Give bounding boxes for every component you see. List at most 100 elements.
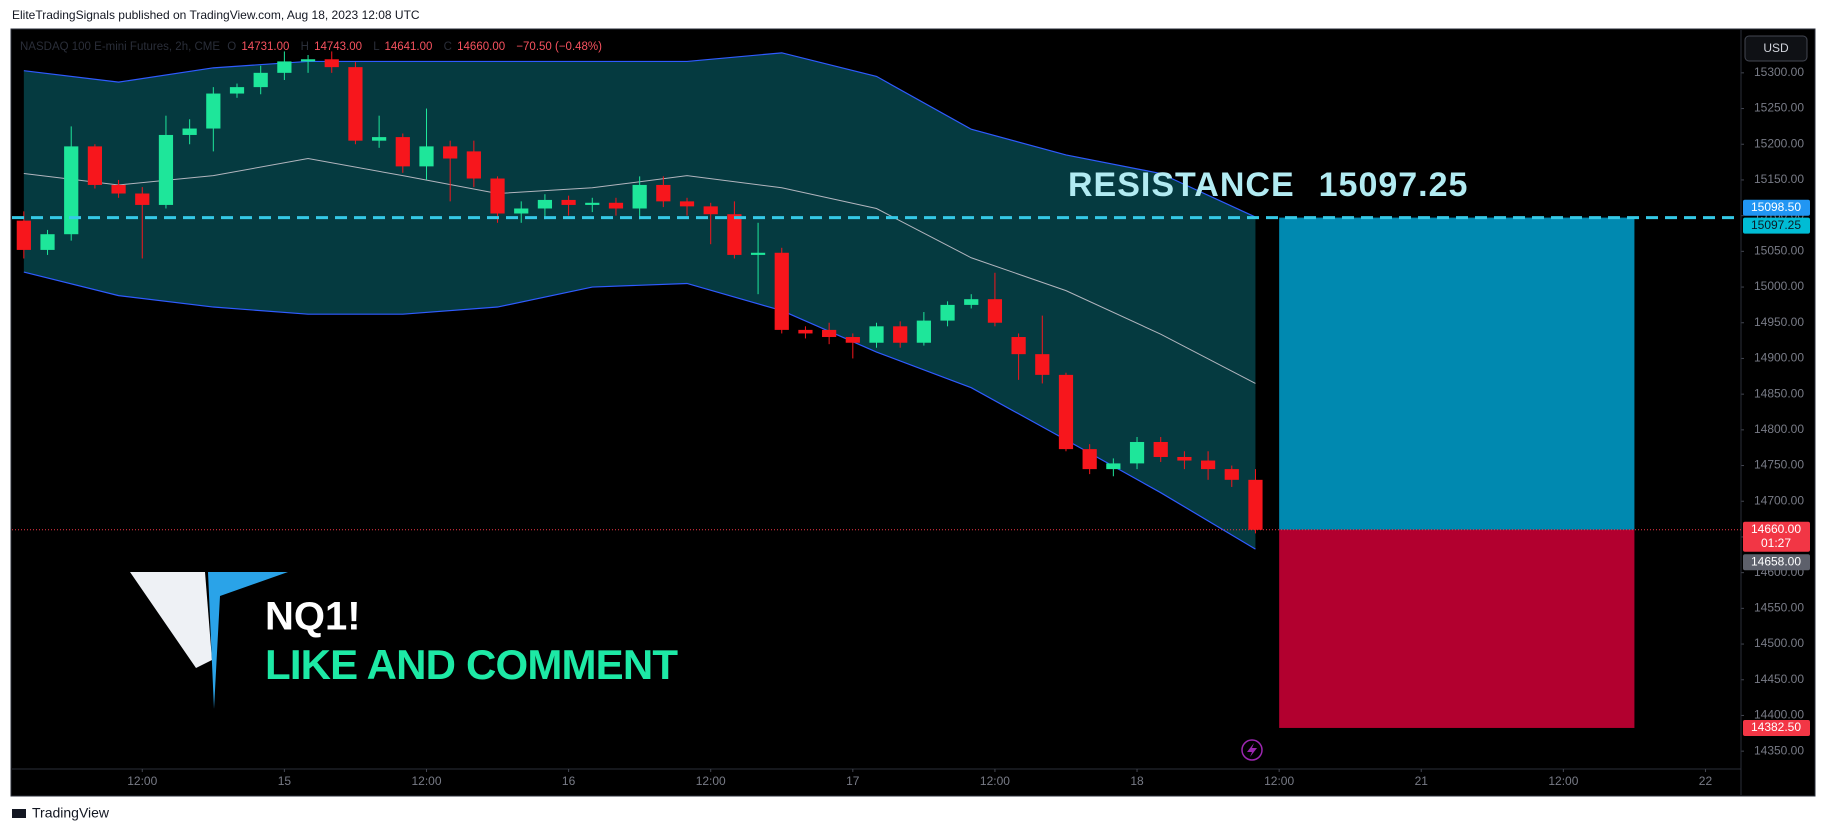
- candle-body: [1035, 354, 1050, 375]
- candle-body: [466, 151, 481, 179]
- candle-body: [632, 184, 647, 209]
- x-tick-label: 12:00: [127, 774, 157, 788]
- candle-body: [372, 137, 387, 141]
- resistance-title: RESISTANCE: [1068, 166, 1295, 204]
- logo-right: [208, 572, 288, 709]
- profit-zone: [1279, 217, 1635, 530]
- y-tick-label: 14450.00: [1754, 672, 1804, 686]
- brand: TradingView: [32, 805, 110, 821]
- candle-body: [419, 146, 434, 167]
- price-label: 15097.25: [1751, 218, 1801, 232]
- price-label: 15098.50: [1751, 200, 1801, 214]
- y-tick-label: 14500.00: [1754, 636, 1804, 650]
- candle-body: [1011, 337, 1026, 355]
- legend-o: O: [227, 41, 236, 53]
- y-tick-label: 14800.00: [1754, 422, 1804, 436]
- candle-body: [916, 320, 931, 343]
- y-tick-label: 14400.00: [1754, 708, 1804, 722]
- candle-body: [1058, 374, 1074, 450]
- candle-body: [64, 146, 79, 235]
- candle-body: [561, 199, 576, 205]
- legend-c: C: [444, 41, 452, 53]
- candle-body: [750, 252, 766, 255]
- y-tick-label: 15000.00: [1754, 279, 1804, 293]
- x-tick-label: 15: [278, 774, 292, 788]
- x-tick-label: 17: [846, 774, 860, 788]
- candle-body: [111, 184, 126, 194]
- header: EliteTradingSignals published on Trading…: [12, 8, 420, 22]
- annotation-cta: LIKE AND COMMENT: [265, 641, 678, 688]
- x-tick-label: 12:00: [980, 774, 1010, 788]
- price-label: 14660.00: [1751, 522, 1801, 536]
- candle-body: [1200, 460, 1216, 470]
- y-tick-label: 15250.00: [1754, 101, 1804, 115]
- x-tick-label: 12:00: [1548, 774, 1578, 788]
- legend-symbol: NASDAQ 100 E-mini Futures, 2h, CME: [20, 41, 220, 53]
- x-tick-label: 21: [1415, 774, 1429, 788]
- candle-body: [537, 199, 553, 209]
- legend-l: L: [373, 41, 380, 53]
- candle-body: [822, 329, 837, 338]
- x-tick-label: 16: [562, 774, 576, 788]
- price-label-box: [1743, 719, 1810, 736]
- candle-body: [656, 184, 671, 202]
- candle-body: [490, 178, 505, 214]
- candle-body: [87, 146, 103, 185]
- y-tick-label: 14550.00: [1754, 601, 1804, 615]
- y-tick-label: 14850.00: [1754, 386, 1804, 400]
- currency[interactable]: USD: [1763, 41, 1789, 55]
- candle-body: [395, 137, 410, 167]
- loss-zone: [1279, 529, 1635, 728]
- candle-body: [727, 214, 742, 255]
- candle-body: [277, 61, 292, 73]
- legend-open: 14731.00: [241, 41, 289, 53]
- candle-body: [1082, 449, 1097, 470]
- logo-left: [130, 572, 212, 668]
- y-tick-label: 14750.00: [1754, 458, 1804, 472]
- candle-body: [964, 299, 979, 305]
- candle-body: [514, 208, 529, 214]
- candle-body: [987, 299, 1003, 323]
- candle-body: [206, 93, 221, 129]
- y-tick-label: 15300.00: [1754, 65, 1804, 79]
- price-label-box: [1743, 521, 1810, 552]
- candle-body: [229, 87, 245, 94]
- candle-body: [1153, 441, 1168, 457]
- candle-body: [679, 201, 695, 207]
- legend-low: 14641.00: [384, 41, 432, 53]
- candle-body: [16, 220, 31, 250]
- legend-close: 14660.00: [457, 41, 505, 53]
- candle-body: [585, 202, 600, 205]
- alert-icon[interactable]: [1241, 739, 1263, 761]
- candle-body: [1248, 479, 1263, 530]
- y-tick-label: 15050.00: [1754, 244, 1804, 258]
- candle-body: [869, 326, 884, 343]
- candle-body: [845, 337, 860, 343]
- x-tick-label: 22: [1699, 774, 1713, 788]
- plot-area: 14350.00 14400.00 14450.00 14500.00 14550.00…: [12, 30, 1804, 795]
- legend-high: 14743.00: [314, 41, 362, 53]
- legend-change: −70.50 (−0.48%): [516, 41, 602, 53]
- resistance-value: 15097.25: [1319, 166, 1469, 204]
- candle-body: [300, 59, 316, 62]
- resistance-text: RESISTANCE 15097.25: [1068, 166, 1468, 204]
- x-tick-label: 12:00: [1264, 774, 1294, 788]
- band-fill: [23, 52, 1256, 550]
- legend: NASDAQ 100 E-mini Futures, 2h, CME O 147…: [20, 41, 602, 53]
- candle-body: [182, 128, 197, 135]
- price-label-box: [1743, 217, 1810, 234]
- candle-body: [1106, 463, 1121, 470]
- band-upper: [23, 52, 1256, 218]
- y-tick-label: 15200.00: [1754, 136, 1804, 150]
- candle-body: [40, 234, 55, 250]
- price-label-box: [1743, 199, 1810, 216]
- candle-body: [774, 252, 789, 330]
- x-tick-label: 12:00: [696, 774, 726, 788]
- currency-button[interactable]: [1744, 35, 1808, 62]
- price-label: 14382.50: [1751, 720, 1801, 734]
- countdown: 01:27: [1761, 536, 1791, 550]
- x-tick-label: 12:00: [411, 774, 441, 788]
- candle-body: [1177, 456, 1192, 461]
- price-label: 14658.00: [1751, 554, 1801, 568]
- candle-body: [253, 72, 268, 88]
